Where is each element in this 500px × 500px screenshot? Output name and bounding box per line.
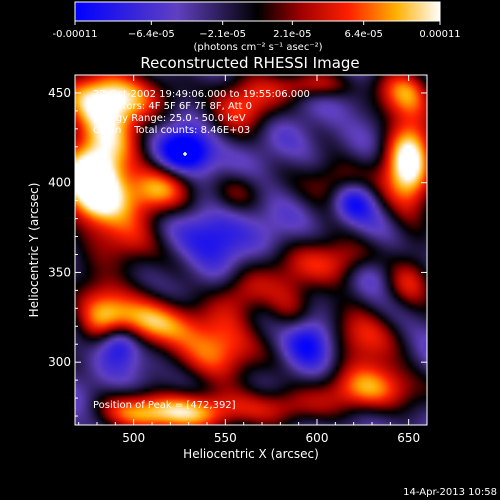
annotation-peak: Position of Peak = [472,392] bbox=[93, 400, 236, 411]
y-tick-label: 400 bbox=[48, 176, 71, 190]
annotation-time: 27-Oct-2002 19:49:06.000 to 19:55:06.000 bbox=[93, 89, 310, 100]
colorbar-tick-label: 2.1e-05 bbox=[273, 29, 311, 40]
y-tick-label: 450 bbox=[48, 86, 71, 100]
heatmap-image bbox=[75, 75, 427, 425]
colorbar-units-label: (photons cm⁻² s⁻¹ asec⁻²) bbox=[193, 42, 322, 53]
annotation-energy: Energy Range: 25.0 - 50.0 keV bbox=[93, 113, 246, 124]
y-axis-label: Heliocentric Y (arcsec) bbox=[27, 183, 41, 318]
colorbar bbox=[74, 1, 441, 22]
chart-title: Reconstructed RHESSI Image bbox=[140, 54, 359, 72]
y-tick-label: 350 bbox=[48, 265, 71, 279]
y-tick-label: 300 bbox=[48, 355, 71, 369]
peak-marker bbox=[183, 151, 187, 156]
axes: 500 550 600 650 300 350 400 450 bbox=[48, 74, 428, 445]
x-tick-label: 500 bbox=[122, 431, 145, 445]
annotation-clean: Clean Total counts: 8.46E+03 bbox=[93, 125, 250, 136]
colorbar-tick-label: -0.00011 bbox=[53, 29, 98, 40]
colorbar-tick-label: −2.1e-05 bbox=[199, 29, 246, 40]
x-tick-label: 650 bbox=[397, 431, 420, 445]
footer-timestamp: 14-Apr-2013 10:58 bbox=[403, 487, 497, 498]
colorbar-ticks: -0.00011 −6.4e-05 −2.1e-05 2.1e-05 6.4e-05 0.… bbox=[53, 21, 461, 40]
colorbar-tick-label: −6.4e-05 bbox=[128, 29, 175, 40]
plot-frame bbox=[74, 74, 428, 426]
x-tick-label: 550 bbox=[214, 431, 237, 445]
x-axis-label: Heliocentric X (arcsec) bbox=[183, 447, 319, 461]
x-tick-label: 600 bbox=[306, 431, 329, 445]
annotation-detectors: Detectors: 4F 5F 6F 7F 8F, Att 0 bbox=[93, 101, 252, 112]
image-area bbox=[75, 75, 427, 425]
colorbar-tick-label: 0.00011 bbox=[419, 29, 460, 40]
colorbar-tick-label: 6.4e-05 bbox=[344, 29, 382, 40]
